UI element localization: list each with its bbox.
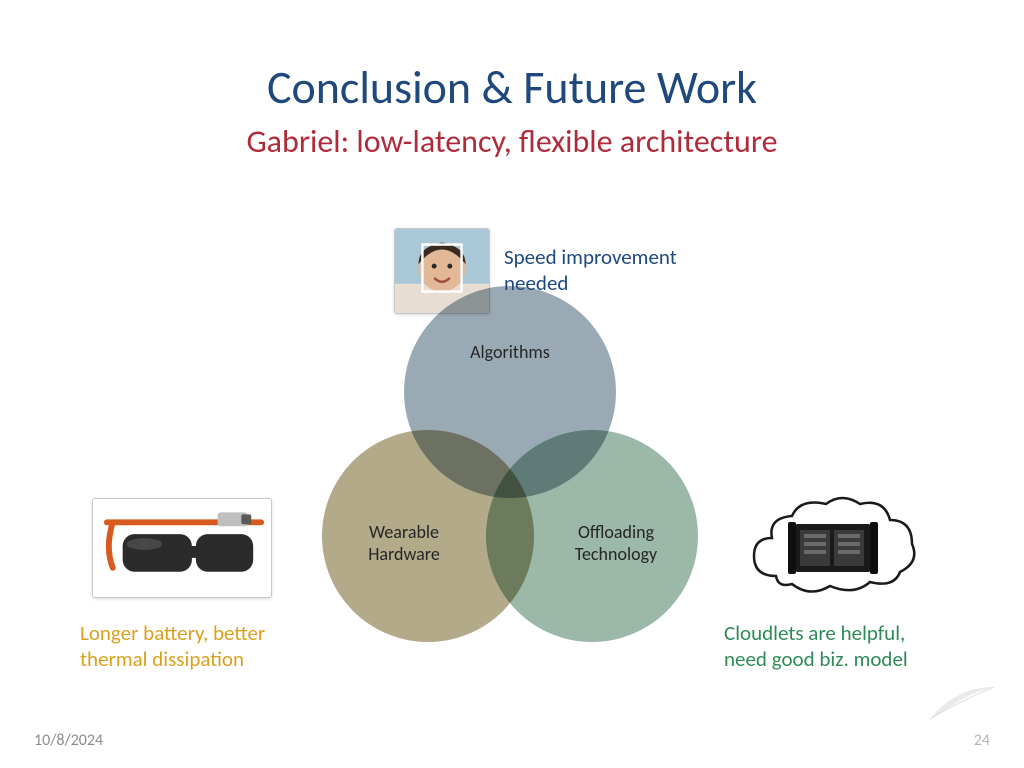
annotation-battery: Longer battery, betterthermal dissipatio…: [80, 620, 340, 673]
feather-decoration-icon: [926, 683, 996, 728]
venn-label-1: WearableHardware: [324, 522, 484, 565]
annotation-speed: Speed improvementneeded: [504, 244, 734, 297]
venn-label-0: Algorithms: [430, 342, 590, 364]
venn-label-2: OffloadingTechnology: [536, 522, 696, 565]
footer-date: 10/8/2024: [34, 731, 103, 750]
annotation-cloudlet: Cloudlets are helpful,need good biz. mod…: [724, 620, 984, 673]
footer-page-number: 24: [974, 731, 990, 750]
